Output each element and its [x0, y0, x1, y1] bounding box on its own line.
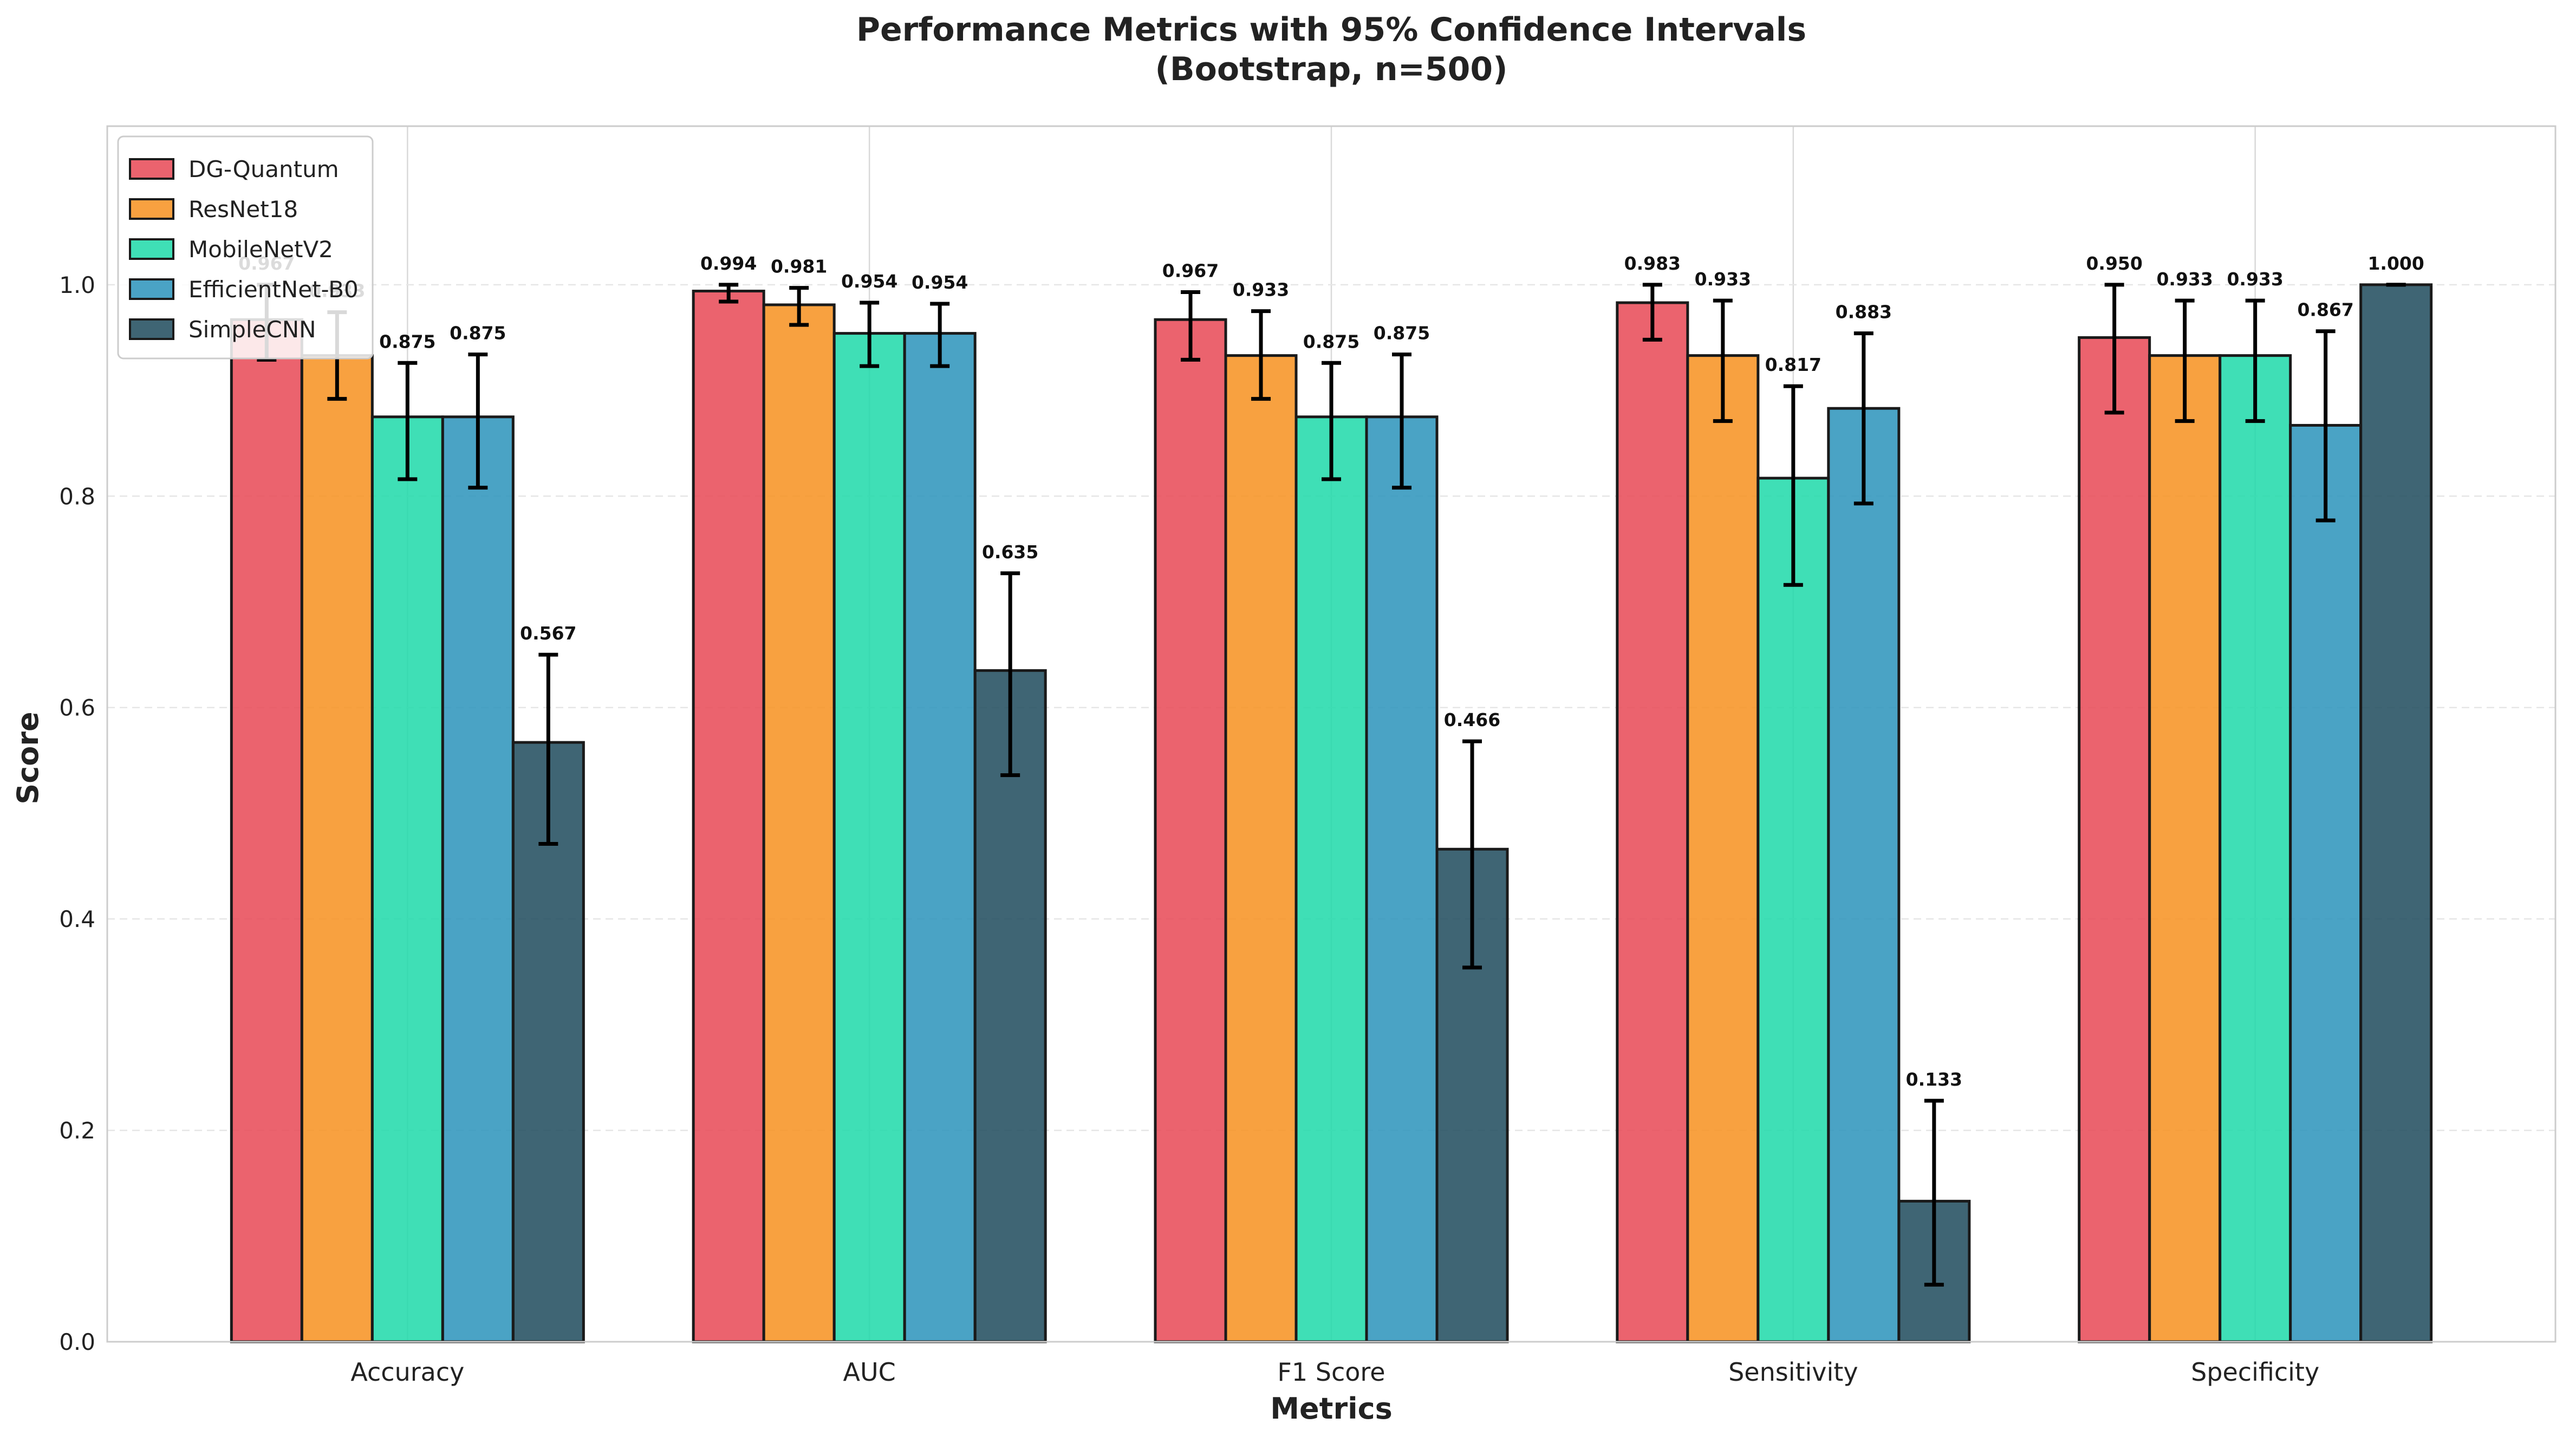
legend-swatch — [129, 198, 174, 220]
bar — [1616, 301, 1689, 1343]
legend-entry: DG-Quantum — [188, 156, 339, 182]
y-tick-label: 0.8 — [59, 483, 95, 510]
legend-box — [117, 135, 374, 360]
bar — [1827, 407, 1901, 1343]
bar — [692, 290, 765, 1343]
legend-swatch — [129, 158, 174, 180]
data-label: 0.883 — [1836, 302, 1892, 323]
data-label: 0.933 — [2227, 269, 2283, 290]
legend-swatch — [129, 278, 174, 300]
data-label: 0.875 — [1303, 331, 1359, 352]
data-label: 0.950 — [2086, 253, 2142, 274]
legend-swatch — [129, 318, 174, 340]
bar — [1294, 415, 1368, 1343]
data-label: 0.466 — [1444, 709, 1500, 730]
data-label: 0.933 — [1695, 269, 1751, 290]
chart-title: Performance Metrics with 95% Confidence … — [856, 11, 1806, 49]
legend-entry: ResNet18 — [188, 196, 298, 223]
y-tick-label: 0.2 — [59, 1118, 95, 1144]
bar — [2289, 423, 2363, 1343]
legend-swatch — [129, 238, 174, 260]
bar — [1224, 354, 1298, 1343]
legend-entry: EfficientNet-B0 — [188, 276, 359, 303]
data-label: 0.133 — [1906, 1069, 1962, 1090]
data-label: 0.875 — [1374, 323, 1430, 344]
bar — [762, 303, 836, 1343]
legend-entry: MobileNetV2 — [188, 236, 333, 263]
data-label: 0.967 — [1162, 260, 1219, 281]
bar — [832, 332, 906, 1343]
bar — [903, 332, 977, 1343]
x-tick-label: F1 Score — [1277, 1357, 1385, 1387]
data-label: 0.981 — [771, 256, 827, 277]
bar — [973, 669, 1047, 1343]
bar — [1365, 415, 1439, 1343]
data-label: 0.875 — [450, 323, 506, 344]
data-label: 0.933 — [1233, 279, 1289, 301]
data-label: 0.933 — [2156, 269, 2213, 290]
bar — [2219, 354, 2292, 1343]
y-tick-label: 0.6 — [59, 695, 95, 721]
legend-entry: SimpleCNN — [188, 316, 316, 343]
x-axis-label: Metrics — [1270, 1392, 1392, 1426]
y-tick-label: 0.0 — [59, 1329, 95, 1355]
bar — [2359, 283, 2433, 1343]
x-tick-label: Accuracy — [350, 1357, 464, 1387]
bar — [441, 415, 515, 1343]
bar — [2148, 354, 2222, 1343]
data-label: 0.635 — [982, 541, 1038, 563]
data-label: 0.567 — [520, 623, 576, 644]
bar — [2078, 336, 2151, 1343]
chart-subtitle: (Bootstrap, n=500) — [1155, 50, 1507, 88]
data-label: 0.994 — [700, 253, 757, 274]
y-tick-label: 0.4 — [59, 906, 95, 932]
plot-frame — [106, 125, 2557, 1343]
data-label: 1.000 — [2367, 253, 2424, 274]
bar — [1686, 354, 1760, 1343]
bar — [1154, 318, 1227, 1343]
data-label: 0.983 — [1624, 253, 1681, 274]
bar — [230, 318, 303, 1343]
bar — [370, 415, 444, 1343]
x-tick-label: AUC — [843, 1357, 896, 1387]
data-label: 0.875 — [379, 331, 435, 352]
bar — [1757, 476, 1830, 1343]
data-label: 0.954 — [841, 271, 897, 292]
y-tick-label: 1.0 — [59, 272, 95, 298]
x-tick-label: Specificity — [2191, 1357, 2319, 1387]
data-label: 0.954 — [912, 272, 968, 293]
data-label: 0.867 — [2297, 299, 2353, 321]
data-label: 0.817 — [1765, 354, 1822, 375]
x-tick-label: Sensitivity — [1728, 1357, 1858, 1387]
y-axis-label: Score — [11, 711, 45, 804]
bar — [300, 354, 374, 1343]
